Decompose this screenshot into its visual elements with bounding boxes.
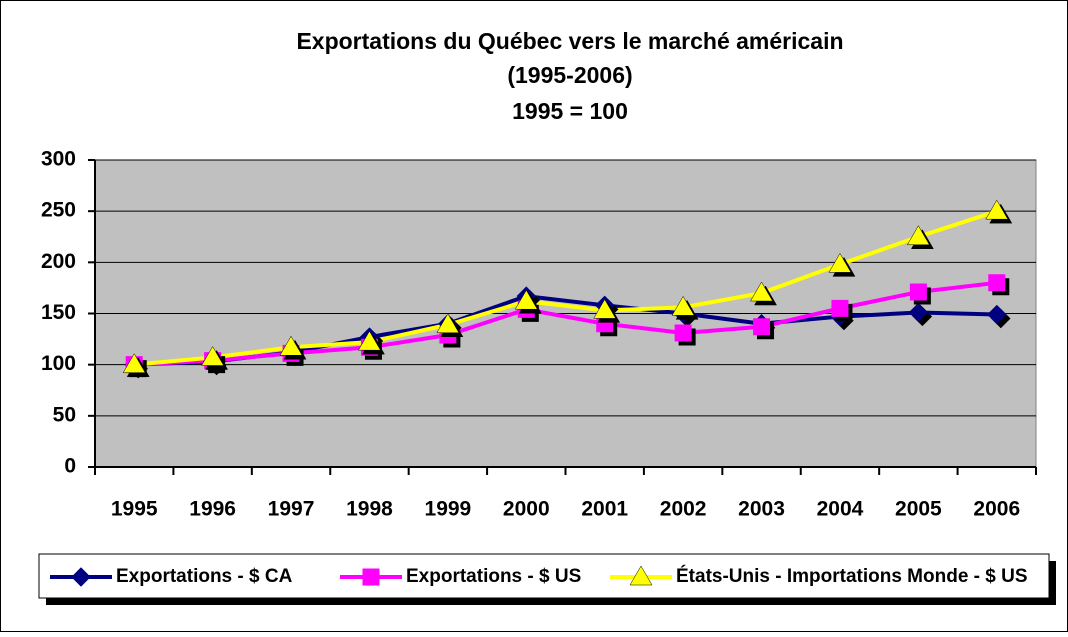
x-tick-label: 1996 <box>189 498 236 521</box>
y-tick-label: 150 <box>41 301 76 324</box>
x-tick-label: 2001 <box>581 498 628 521</box>
marker <box>831 299 849 317</box>
marker <box>828 252 852 273</box>
y-tick-label: 250 <box>41 199 76 222</box>
legend-label: États-Unis - Importations Monde - $ US <box>676 565 1028 587</box>
legend-marker <box>629 565 653 586</box>
legend-box <box>38 553 1050 599</box>
marker <box>906 225 930 245</box>
x-tick-label: 2003 <box>738 498 785 521</box>
marker <box>753 318 771 336</box>
chart-note: 1995 = 100 <box>512 98 628 124</box>
marker <box>985 199 1009 220</box>
x-tick-label: 1998 <box>346 498 393 521</box>
series-line <box>134 209 998 367</box>
x-tick-label: 2002 <box>660 498 707 521</box>
y-tick-label: 50 <box>53 403 76 426</box>
x-tick-label: 1995 <box>111 498 158 521</box>
x-tick-label: 1997 <box>268 498 315 521</box>
y-tick-label: 0 <box>64 455 76 478</box>
series-line <box>134 280 998 367</box>
marker <box>358 330 381 351</box>
chart-title: Exportations du Québec vers le marché am… <box>296 28 843 54</box>
x-tick-label: 2004 <box>817 498 864 521</box>
marker <box>593 298 617 319</box>
marker <box>514 289 538 310</box>
y-tick-label: 100 <box>41 352 76 375</box>
x-tick-label: 2000 <box>503 498 550 521</box>
y-tick-label: 200 <box>41 250 76 273</box>
legend-marker <box>71 567 91 587</box>
x-tick-label: 1999 <box>425 498 472 521</box>
x-tick-label: 2005 <box>895 498 942 521</box>
legend-label: Exportations - $ US <box>406 566 581 587</box>
marker <box>279 335 303 356</box>
x-tick-label: 2006 <box>973 498 1020 521</box>
marker <box>436 313 460 334</box>
marker <box>987 304 1007 325</box>
marker <box>674 324 692 342</box>
marker <box>671 295 695 316</box>
marker <box>750 281 773 302</box>
y-tick-label: 300 <box>41 148 76 171</box>
legend-marker <box>362 568 380 586</box>
marker <box>988 274 1006 292</box>
marker <box>908 302 929 323</box>
chart-subtitle: (1995-2006) <box>507 62 632 88</box>
marker <box>201 346 225 366</box>
legend-label: Exportations - $ CA <box>116 566 293 587</box>
marker <box>122 353 146 373</box>
marker <box>909 283 927 301</box>
